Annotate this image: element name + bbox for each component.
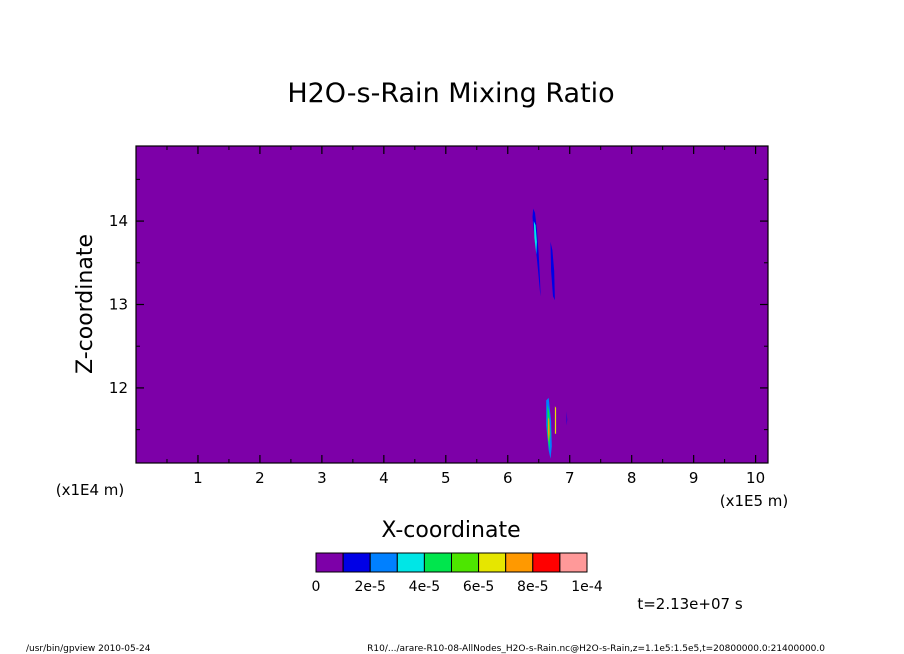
footer-left: /usr/bin/gpview 2010-05-24 xyxy=(26,644,151,654)
chart-title: H2O-s-Rain Mixing Ratio xyxy=(287,78,614,109)
colorbar-labels: 0 2e-5 4e-5 6e-5 8e-5 1e-4 xyxy=(312,579,603,595)
colorbar-swatch xyxy=(478,552,507,573)
colorbar-label: 6e-5 xyxy=(463,579,494,595)
colorbar-label: 0 xyxy=(312,579,321,595)
heatmap-features xyxy=(532,208,568,459)
colorbar xyxy=(315,552,588,573)
colorbar-swatch xyxy=(451,552,480,573)
contour-region-7 xyxy=(554,406,557,434)
colorbar-swatch xyxy=(559,552,588,573)
y-tick-label: 14 xyxy=(109,212,128,230)
colorbar-swatch xyxy=(369,552,398,573)
x-tick-label: 1 xyxy=(193,469,203,487)
colorbar-label: 4e-5 xyxy=(409,579,440,595)
y-axis-label: Z-coordinate xyxy=(73,234,98,374)
y-scale-label: (x1E4 m) xyxy=(56,481,125,499)
colorbar-label: 2e-5 xyxy=(354,579,385,595)
time-label: t=2.13e+07 s xyxy=(637,595,743,613)
colorbar-swatch xyxy=(423,552,452,573)
heatmap-background xyxy=(136,146,768,463)
x-axis-ticks: 1 2 3 4 5 6 7 8 9 10 xyxy=(166,146,765,487)
y-tick-label: 13 xyxy=(109,296,128,314)
colorbar-swatch xyxy=(505,552,534,573)
x-axis-label: X-coordinate xyxy=(381,518,520,543)
x-tick-label: 5 xyxy=(441,469,451,487)
x-tick-label: 8 xyxy=(627,469,637,487)
contour-region-3 xyxy=(550,241,555,301)
x-tick-label: 9 xyxy=(689,469,699,487)
plot-area xyxy=(135,145,769,464)
x-tick-label: 2 xyxy=(255,469,265,487)
colorbar-swatch xyxy=(342,552,371,573)
x-tick-label: 3 xyxy=(317,469,327,487)
x-tick-label: 4 xyxy=(379,469,389,487)
x-scale-label: (x1E5 m) xyxy=(720,492,789,510)
contour-region-2 xyxy=(533,221,537,255)
contour-region-6 xyxy=(547,417,550,443)
footer-right: R10/.../arare-R10-08-AllNodes_H2O-s-Rain… xyxy=(367,644,825,654)
contour-region-8 xyxy=(566,411,568,426)
x-tick-label: 10 xyxy=(746,469,765,487)
colorbar-swatch xyxy=(396,552,425,573)
x-tick-label: 7 xyxy=(565,469,575,487)
y-tick-label: 12 xyxy=(109,379,128,397)
y-axis-ticks: 12 13 14 xyxy=(109,178,768,431)
colorbar-swatch xyxy=(315,552,344,573)
colorbar-label: 8e-5 xyxy=(517,579,548,595)
colorbar-label: 1e-4 xyxy=(571,579,603,595)
x-tick-label: 6 xyxy=(503,469,513,487)
colorbar-swatch xyxy=(532,552,561,573)
